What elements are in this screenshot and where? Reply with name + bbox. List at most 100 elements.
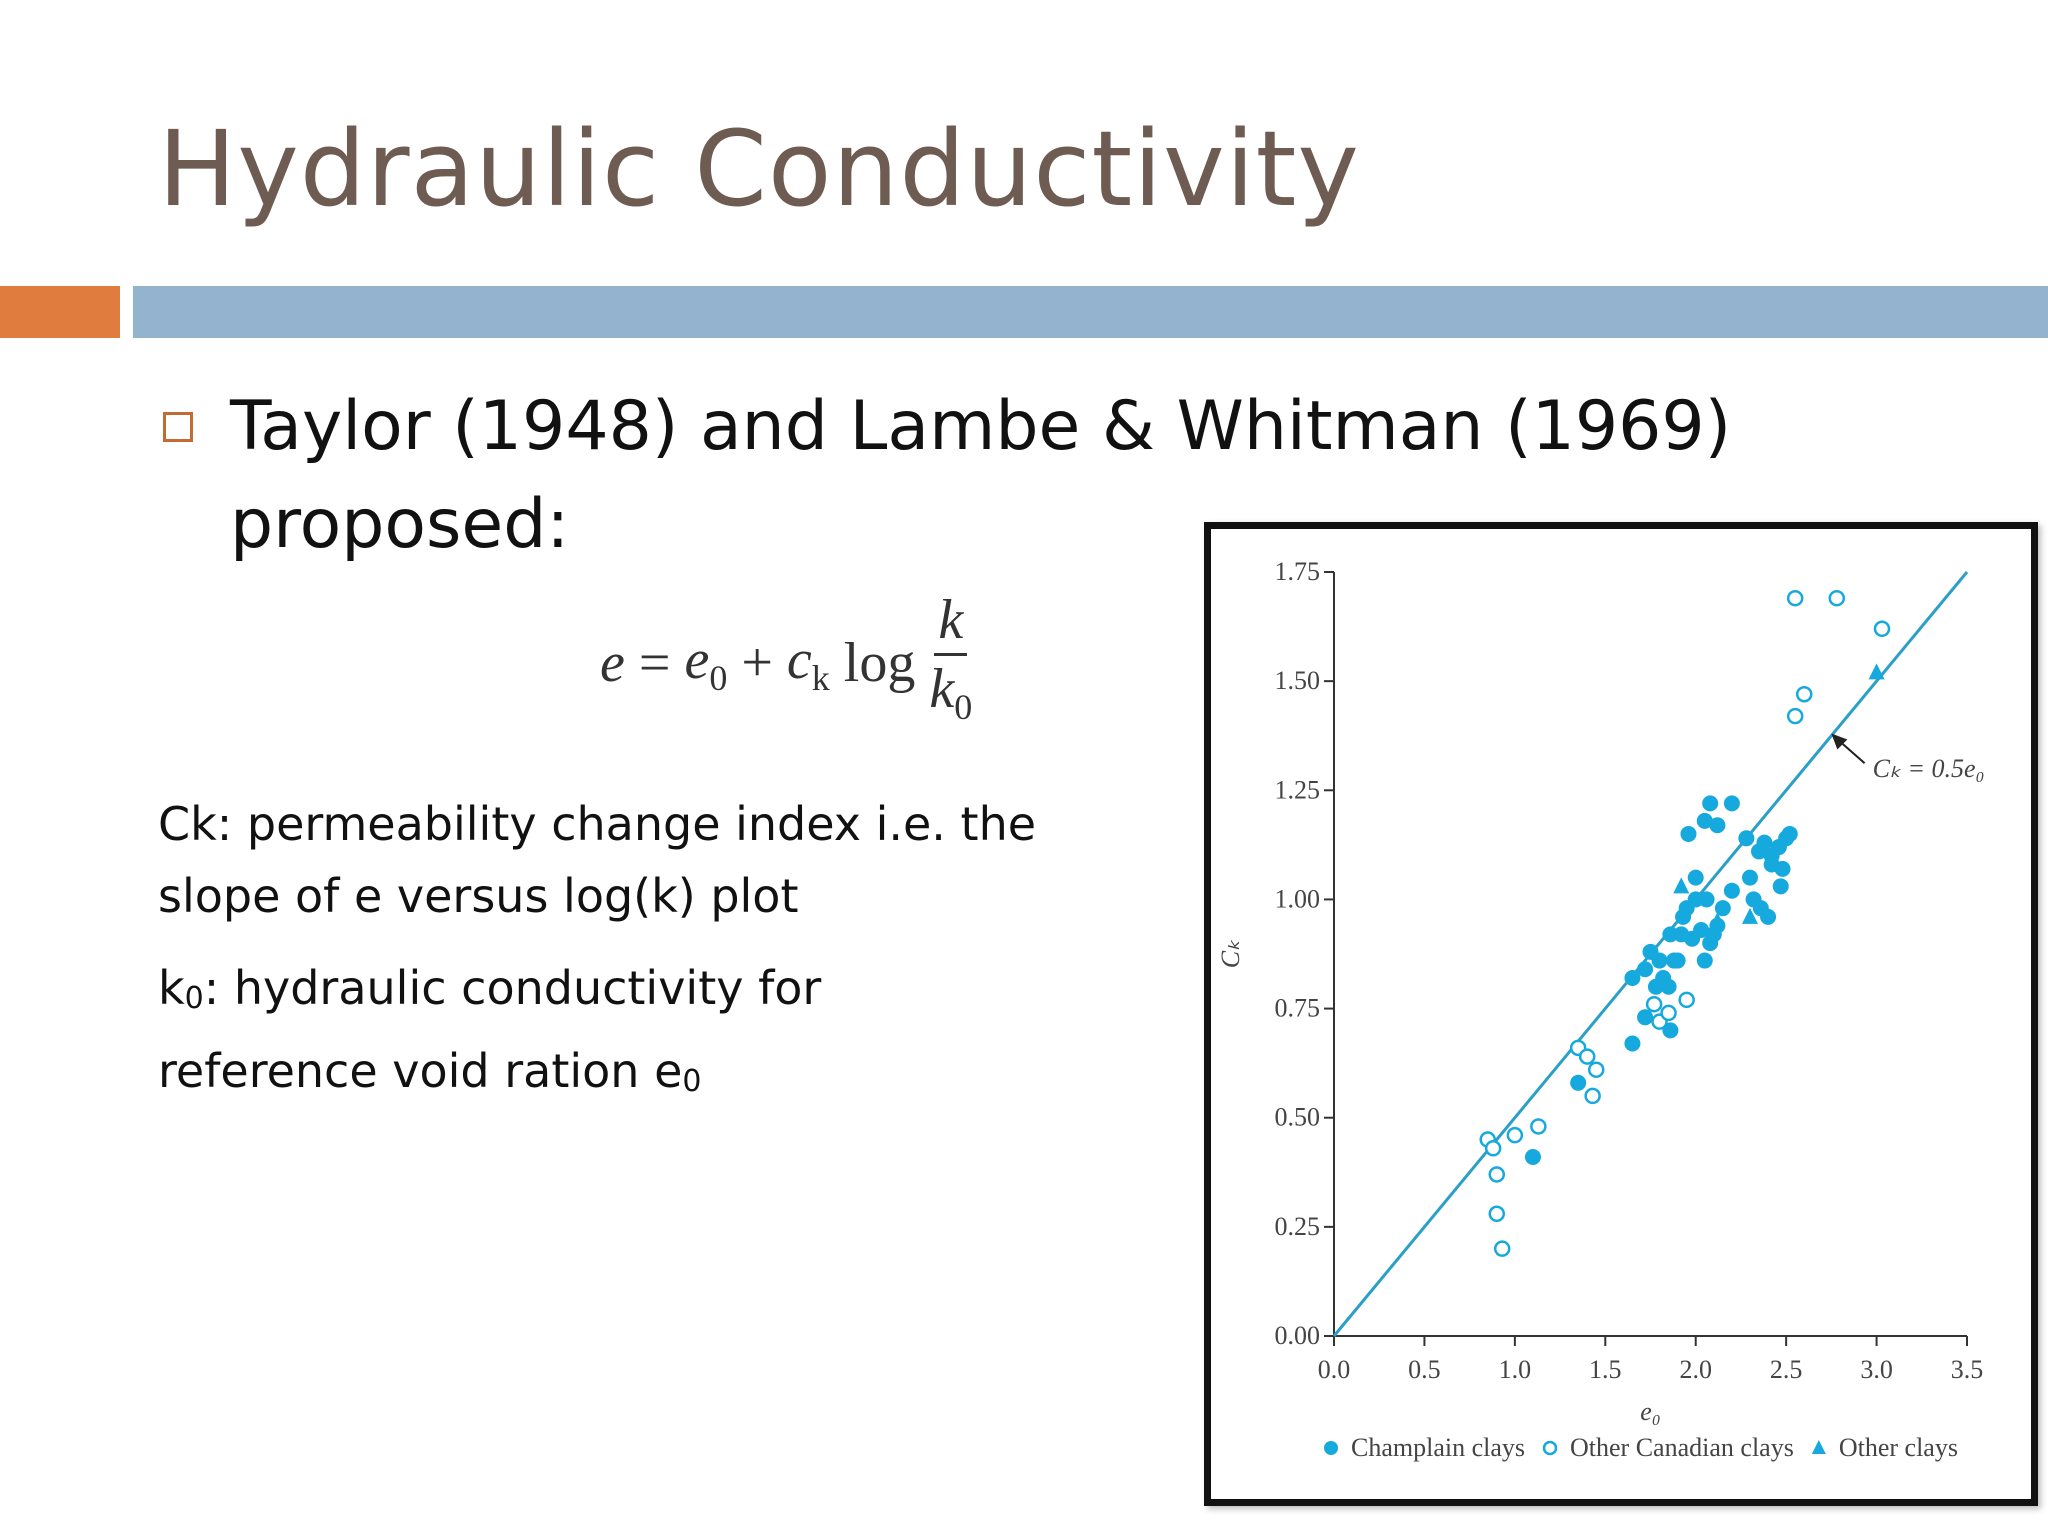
- champlain-clayslegend-marker: [1324, 1441, 1338, 1455]
- other-clayspoint: [1741, 907, 1758, 924]
- y-tick-label: 0.00: [1275, 1321, 1321, 1350]
- y-tick-label: 0.75: [1275, 994, 1321, 1023]
- formula-e0: e: [684, 628, 710, 691]
- y-tick-label: 1.50: [1275, 666, 1321, 695]
- other-canadian-clayspoint: [1584, 1087, 1601, 1105]
- square-bullet-icon: [163, 412, 193, 442]
- x-tick-label: 2.0: [1679, 1355, 1712, 1384]
- champlain-clayspoint: [1687, 869, 1704, 886]
- formula-plus: +: [741, 632, 773, 694]
- champlain-clayspoint: [1624, 1035, 1641, 1052]
- bullet-text: Taylor (1948) and Lambe & Whitman (1969)…: [230, 387, 1732, 564]
- champlain-clayspoint: [1723, 882, 1740, 899]
- champlain-clayspoint: [1637, 1009, 1654, 1026]
- champlain-clayspoint: [1696, 952, 1713, 969]
- other-canadian-clayspoint: [1873, 620, 1891, 638]
- champlain-clayspoint: [1774, 860, 1791, 877]
- champlain-clayspoint: [1772, 878, 1789, 895]
- definition-ck: Ck: permeability change index i.e. the s…: [158, 788, 1118, 932]
- formula-ck-sub: k: [811, 657, 830, 698]
- y-tick-label: 1.00: [1275, 884, 1321, 913]
- other-canadian-clayspoint: [1678, 991, 1695, 1009]
- other-canadian-clayspoint: [1484, 1140, 1502, 1157]
- champlain-clayspoint: [1660, 978, 1677, 995]
- y-axis-label: Cₖ: [1216, 939, 1245, 968]
- formula-denominator-sub: 0: [954, 686, 973, 727]
- definition-k0: k0: hydraulic conductivity for reference…: [158, 952, 1118, 1118]
- x-tick-label: 3.0: [1860, 1355, 1893, 1384]
- champlain-clayspoint: [1662, 926, 1679, 943]
- other-clayslegend-label: Other clays: [1839, 1433, 1958, 1462]
- x-tick-label: 0.0: [1318, 1355, 1351, 1384]
- champlain-clayspoint: [1760, 908, 1777, 925]
- champlain-clayspoint: [1680, 825, 1697, 842]
- x-axis-label: e₀: [1640, 1397, 1661, 1426]
- other-canadian-clayslegend-marker: [1542, 1440, 1558, 1456]
- champlain-clayspoint: [1696, 812, 1713, 829]
- definition-k0-line1: k0: hydraulic conductivity for: [158, 952, 1118, 1035]
- other-canadian-clayslegend-label: Other Canadian clays: [1570, 1433, 1794, 1462]
- formula-ck: c: [786, 628, 812, 691]
- other-canadian-clayspoint: [1645, 995, 1663, 1013]
- champlain-clayspoint: [1698, 891, 1715, 908]
- formula-denominator: k: [929, 657, 955, 720]
- other-canadian-clayspoint: [1488, 1166, 1506, 1183]
- formula-fraction: k k0: [929, 587, 972, 740]
- title-accent-bar: [0, 286, 120, 338]
- other-clayspoint: [1673, 877, 1690, 894]
- other-canadian-clayspoint: [1506, 1126, 1524, 1144]
- x-tick-label: 1.5: [1589, 1355, 1622, 1384]
- formula-equals: =: [638, 632, 671, 694]
- other-canadian-clayspoint: [1488, 1205, 1506, 1223]
- champlain-clayspoint: [1570, 1074, 1587, 1091]
- formula-log: log: [843, 632, 916, 694]
- champlain-clayspoint: [1723, 795, 1740, 812]
- other-canadian-clayspoint: [1587, 1061, 1605, 1078]
- definition-ck-line2: slope of e versus log(k) plot: [158, 869, 799, 923]
- other-clayslegend-marker: [1811, 1440, 1826, 1454]
- champlain-clayspoint: [1651, 952, 1668, 969]
- x-tick-label: 3.5: [1951, 1355, 1984, 1384]
- x-tick-label: 2.5: [1770, 1355, 1803, 1384]
- other-clayspoint: [1709, 912, 1726, 929]
- champlain-clayspoint: [1781, 825, 1798, 842]
- annotation-arrow-head: [1831, 733, 1848, 750]
- champlain-clayspoint: [1624, 970, 1641, 987]
- definition-ck-line1: Ck: permeability change index i.e. the: [158, 797, 1037, 851]
- champlain-clayslegend-label: Champlain clays: [1351, 1433, 1525, 1462]
- champlain-clayspoint: [1714, 900, 1731, 917]
- y-tick-label: 0.25: [1275, 1212, 1321, 1241]
- other-canadian-clayspoint: [1493, 1240, 1511, 1257]
- champlain-clayspoint: [1693, 921, 1710, 938]
- other-canadian-clayspoint: [1660, 1004, 1677, 1022]
- other-canadian-clayspoint: [1578, 1048, 1596, 1065]
- formula-lhs: e: [600, 632, 625, 694]
- y-tick-label: 1.75: [1275, 557, 1321, 586]
- annotation-label: Cₖ = 0.5e₀: [1873, 754, 1985, 783]
- champlain-clayspoint: [1669, 952, 1686, 969]
- formula-numerator: k: [938, 588, 964, 651]
- x-tick-label: 0.5: [1408, 1355, 1441, 1384]
- y-tick-label: 0.50: [1275, 1103, 1321, 1132]
- definition-e0-sub: 0: [682, 1064, 702, 1099]
- title-divider-bar: [133, 286, 2048, 338]
- champlain-clayspoint: [1709, 817, 1726, 834]
- champlain-clayspoint: [1763, 847, 1780, 864]
- other-canadian-clayspoint: [1795, 685, 1813, 703]
- champlain-clayspoint: [1524, 1149, 1541, 1166]
- y-tick-label: 1.25: [1275, 775, 1321, 804]
- chart-frame: 0.0 0.5 1.0 1.5 2.0 2.5 3.0 3.5 0.00 0.25 0.50 0.75…: [1204, 522, 2038, 1506]
- champlain-clayspoint: [1675, 908, 1692, 925]
- other-clayspoint: [1868, 663, 1885, 680]
- formula-e0-sub: 0: [709, 657, 728, 698]
- definition-k0-line2: reference void ration e0: [158, 1035, 1118, 1118]
- definition-e0-text: reference void ration e: [158, 1044, 683, 1098]
- champlain-clayspoint: [1741, 869, 1758, 886]
- definition-k0-symbol: k: [158, 961, 185, 1015]
- other-canadian-clayspoint: [1828, 589, 1846, 607]
- x-tick-label: 1.0: [1499, 1355, 1532, 1384]
- slide-title: Hydraulic Conductivity: [158, 108, 1360, 230]
- other-canadian-clayspoint: [1786, 589, 1804, 607]
- other-canadian-clayspoint: [1786, 707, 1804, 725]
- formula: e = e0 + ck log k k0: [600, 589, 972, 728]
